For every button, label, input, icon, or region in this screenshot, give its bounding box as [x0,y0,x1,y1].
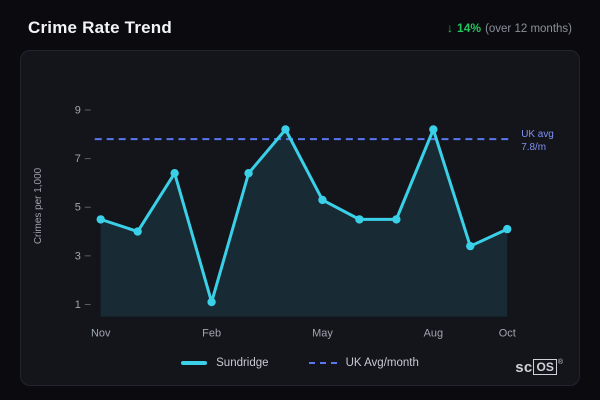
uk-avg-annotation-line1: UK avg [521,129,554,140]
uk-avg-annotation-line2: 7.8/m [521,142,546,153]
registered-mark: ® [557,359,563,366]
data-point [318,195,327,205]
series-line [99,128,509,304]
x-tick-label: Oct [499,328,516,340]
data-point [429,125,438,134]
logo-prefix: sc [515,358,533,376]
data-point [466,241,475,251]
y-tick-label: 7 [75,153,81,165]
crime-trend-chart: 1 3 5 7 9 Crimes per 1,000 Nov Feb May Aug Oct UK a… [33,104,554,340]
x-tick-label: May [312,328,333,340]
legend-label: UK Avg/month [345,357,419,369]
header: Crime Rate Trend ↓ 14% (over 12 months) [0,0,600,50]
trend-value: 14% [457,21,482,35]
data-point [281,125,290,134]
data-point [207,297,216,307]
y-axis-title: Crimes per 1,000 [33,167,44,244]
data-point [392,215,401,224]
y-tick-label: 1 [75,299,81,311]
legend-item-uk-avg[interactable]: UK Avg/month [308,357,419,369]
x-tick-label: Feb [202,328,221,340]
trend-caption: (over 12 months) [485,23,572,35]
chart-card: 1 3 5 7 9 Crimes per 1,000 Nov Feb May Aug Oct UK a… [20,50,580,386]
series-area-fill [100,129,508,317]
x-tick-label: Nov [91,328,111,340]
legend-label: Sundridge [216,357,269,369]
data-point [503,224,512,234]
x-tick-label: Aug [424,328,444,340]
y-tick-label: 9 [75,104,81,116]
data-point [355,215,364,224]
page-title: Crime Rate Trend [28,18,172,37]
chart-area: 1 3 5 7 9 Crimes per 1,000 Nov Feb May Aug Oct UK a… [25,63,575,359]
data-point [133,227,142,236]
y-tick-label: 5 [75,202,81,214]
legend-item-sundridge[interactable]: Sundridge [181,357,269,369]
solid-line-swatch-icon [181,361,208,365]
chart-legend: Sundridge UK Avg/month [25,357,575,379]
scos-logo: sc OS ® [515,359,563,375]
dashed-line-swatch-icon [308,362,337,364]
down-arrow-icon: ↓ [447,21,454,35]
data-point [170,169,179,178]
data-point [96,215,105,224]
trend-badge: ↓ 14% (over 12 months) [447,21,572,35]
y-tick-label: 3 [75,250,81,262]
logo-box: OS [533,359,557,375]
data-point [244,169,253,178]
